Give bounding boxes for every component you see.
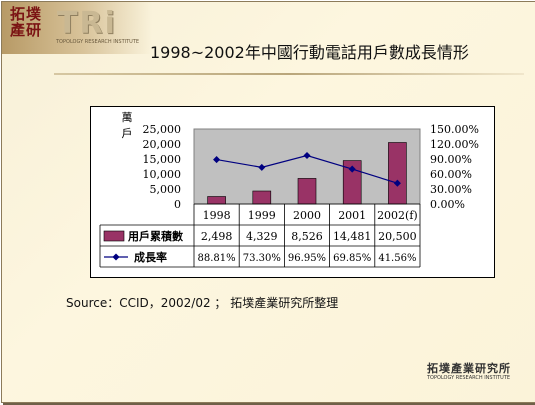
- data-label-bar: 2,498: [201, 230, 233, 243]
- growth-point-1998: [213, 156, 221, 164]
- x-tick-label: 2002(f): [377, 209, 418, 222]
- data-label-bar: 14,481: [333, 230, 372, 243]
- y-left-tick: 20,000: [143, 138, 182, 151]
- y-left-tick: 25,000: [143, 123, 182, 136]
- legend-line-label: 成長率: [134, 250, 167, 264]
- y-right-tick: 150.00%: [430, 123, 479, 136]
- chart-frame: 萬戶 25,000 20,000 15,000 10,000 5,000 0 150.00% 1…: [90, 106, 495, 278]
- source-note: Source：CCID，2002/02 ； 拓墣產業研究所整理: [66, 296, 339, 310]
- chart: 萬戶 25,000 20,000 15,000 10,000 5,000 0 150.00% 1…: [99, 111, 479, 268]
- data-label-bar: 4,329: [246, 230, 277, 243]
- growth-point-2002(f): [393, 179, 401, 187]
- header-band: [2, 2, 152, 54]
- data-label-line: 69.85%: [333, 253, 371, 264]
- legend-bar-swatch: [103, 230, 125, 242]
- y-right-tick: 120.00%: [430, 138, 479, 151]
- title-rule: [54, 73, 524, 75]
- page-title: 1998~2002年中國行動電話用戶數成長情形: [150, 43, 469, 62]
- legend-line-marker: [112, 253, 120, 261]
- growth-point-2000: [303, 151, 311, 160]
- logo-brand: TRi: [57, 6, 117, 41]
- y-right-tick: 30.00%: [430, 183, 472, 196]
- unit-label-char1: 萬: [122, 111, 133, 124]
- legend-bar-label: 用戶累積數: [128, 229, 183, 243]
- logo-chinese: 拓墣 產研: [10, 6, 42, 38]
- y-right-tick: 0.00%: [430, 198, 465, 211]
- footer-logo-english: TOPOLOGY RESEARCH INSTITUTE: [427, 375, 511, 381]
- data-label-line: 73.30%: [243, 253, 281, 264]
- y-right-tick: 60.00%: [430, 168, 472, 181]
- data-label-bar: 8,526: [291, 230, 323, 243]
- bar-1999: [252, 190, 272, 205]
- x-tick-label: 1998: [203, 209, 231, 222]
- bar-1998: [207, 196, 226, 205]
- y-left-tick: 5,000: [150, 183, 182, 196]
- bar-2002(f): [388, 142, 407, 205]
- logo-cn-line1: 拓墣: [10, 5, 43, 23]
- footer-logo-chinese: 拓墣產業研究所: [427, 362, 511, 375]
- x-tick-label: 2000: [293, 209, 321, 222]
- logo-cn-line2: 產研: [10, 21, 43, 39]
- bar-2000: [297, 178, 317, 205]
- x-tick-label: 2001: [338, 209, 366, 222]
- data-label-line: 41.56%: [378, 253, 416, 264]
- y-left-tick: 10,000: [143, 168, 182, 181]
- y-left-tick: 15,000: [143, 153, 182, 166]
- y-right-tick: 90.00%: [430, 153, 472, 166]
- data-label-bar: 20,500: [378, 230, 417, 243]
- unit-label-char2: 戶: [122, 127, 133, 140]
- logo-subtitle: TOPOLOGY RESEARCH INSTITUTE: [56, 39, 140, 45]
- y-left-tick: 0: [174, 198, 181, 211]
- x-tick-label: 1999: [248, 209, 276, 222]
- data-label-line: 96.95%: [288, 253, 326, 264]
- growth-point-2001: [348, 165, 356, 173]
- data-label-line: 88.81%: [198, 253, 236, 264]
